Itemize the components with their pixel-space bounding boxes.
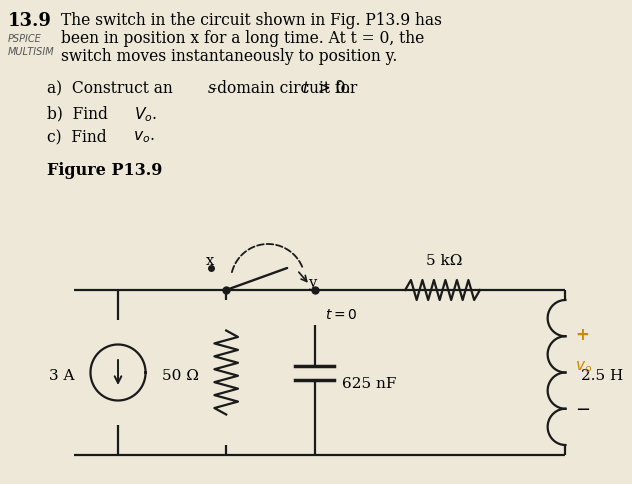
Text: $V_o$.: $V_o$. <box>134 105 157 124</box>
Text: 2.5 H: 2.5 H <box>581 369 623 383</box>
Text: PSPICE: PSPICE <box>8 34 42 44</box>
Text: 50 Ω: 50 Ω <box>162 369 198 383</box>
Text: > 0.: > 0. <box>313 80 350 97</box>
Text: 13.9: 13.9 <box>8 12 52 30</box>
Text: $t=0$: $t=0$ <box>324 308 357 322</box>
Text: x: x <box>205 254 214 268</box>
Text: $v_o$.: $v_o$. <box>133 128 154 145</box>
Text: been in position x for a long time. At t = 0, the: been in position x for a long time. At t… <box>61 30 424 47</box>
Text: The switch in the circuit shown in Fig. P13.9 has: The switch in the circuit shown in Fig. … <box>61 12 442 29</box>
Text: switch moves instantaneously to position y.: switch moves instantaneously to position… <box>61 48 398 65</box>
Text: −: − <box>575 401 590 419</box>
Text: +: + <box>575 326 589 344</box>
Text: 3 A: 3 A <box>49 369 75 383</box>
Text: 5 kΩ: 5 kΩ <box>427 254 463 268</box>
Text: t: t <box>302 80 308 97</box>
Text: 625 nF: 625 nF <box>343 378 397 392</box>
Text: s: s <box>207 80 216 97</box>
Text: c)  Find: c) Find <box>47 128 112 145</box>
Text: MULTISIM: MULTISIM <box>8 47 54 57</box>
Text: $v_o$: $v_o$ <box>575 360 592 376</box>
Text: a)  Construct an: a) Construct an <box>47 80 178 97</box>
Text: Figure P13.9: Figure P13.9 <box>47 162 162 179</box>
Text: -domain circuit for: -domain circuit for <box>212 80 363 97</box>
Text: b)  Find: b) Find <box>47 105 113 122</box>
Text: y: y <box>308 276 316 290</box>
